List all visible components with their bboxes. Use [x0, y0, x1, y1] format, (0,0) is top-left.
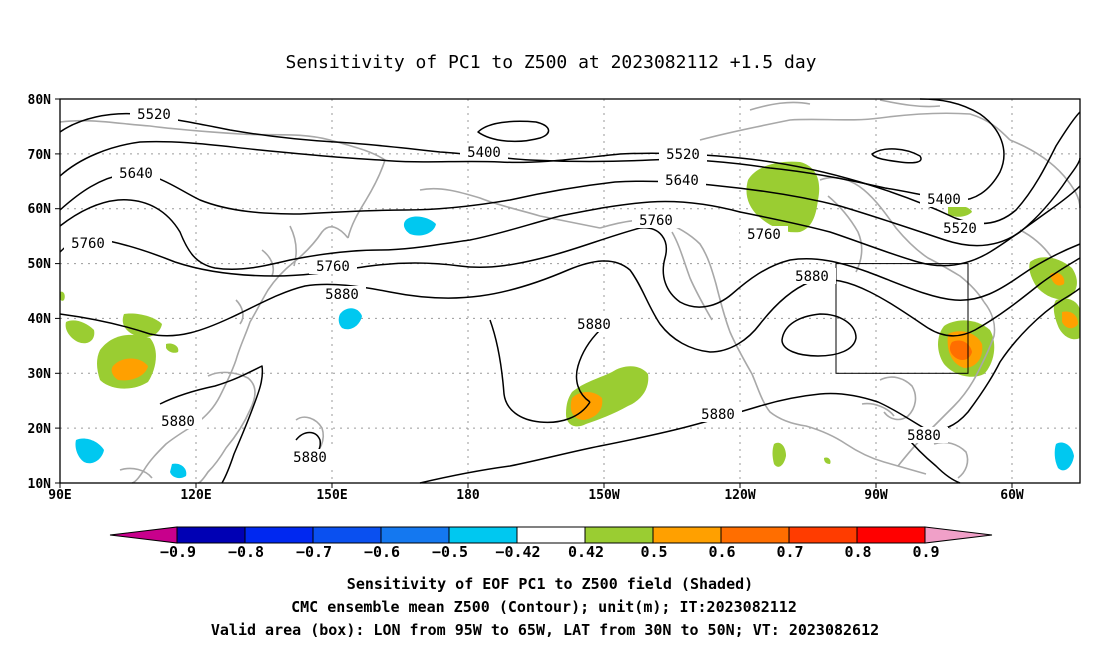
- contour-label: 5520: [666, 147, 700, 163]
- contour-label: 5880: [325, 287, 359, 303]
- colorbar-label: −0.5: [432, 543, 468, 561]
- lat-label: 30N: [28, 367, 52, 382]
- contour-label: 5760: [71, 236, 105, 252]
- colorbar-label: −0.6: [364, 543, 400, 561]
- lon-label: 120E: [180, 488, 211, 503]
- caption-line-3: Valid area (box): LON from 95W to 65W, L…: [211, 621, 879, 639]
- latitude-labels: 80N 70N 60N 50N 40N 30N 20N 10N: [28, 93, 52, 492]
- colorbar-segment: [720, 526, 790, 544]
- map-area: [60, 99, 1080, 483]
- caption-line-2: CMC ensemble mean Z500 (Contour); unit(m…: [291, 598, 797, 616]
- contour-labels: 5400 5400 5520 5520 5520 5640 5640 5760 …: [64, 106, 984, 466]
- colorbar-segment: [856, 526, 926, 544]
- lon-label: 150W: [588, 488, 619, 503]
- lon-label: 90E: [48, 488, 71, 503]
- colorbar-label: −0.42: [495, 543, 540, 561]
- contour-label: 5640: [665, 173, 699, 189]
- colorbar-label: 0.5: [640, 543, 667, 561]
- figure-title: Sensitivity of PC1 to Z500 at 2023082112…: [285, 52, 816, 73]
- lat-label: 50N: [28, 257, 52, 272]
- contour-label: 5520: [137, 107, 171, 123]
- lon-label: 150E: [316, 488, 347, 503]
- map-frame: [59, 98, 1081, 484]
- colorbar: [109, 526, 993, 544]
- colorbar-segment: [176, 526, 246, 544]
- lat-label: 70N: [28, 148, 52, 163]
- colorbar-segment: [584, 526, 654, 544]
- colorbar-label: 0.8: [844, 543, 871, 561]
- sensitivity-shading: [60, 161, 1080, 479]
- colorbar-max-arrow: [924, 526, 993, 544]
- colorbar-label: −0.9: [160, 543, 196, 561]
- colorbar-label: 0.7: [776, 543, 803, 561]
- contour-label: 5760: [747, 227, 781, 243]
- lon-label: 90W: [864, 488, 888, 503]
- axis-ticks: [55, 98, 1013, 488]
- contour-label: 5760: [639, 213, 673, 229]
- contour-label: 5880: [577, 317, 611, 333]
- contour-label: 5880: [907, 428, 941, 444]
- valid-area-box: [835, 263, 969, 374]
- colorbar-segment: [312, 526, 382, 544]
- colorbar-segment: [244, 526, 314, 544]
- lat-label: 80N: [28, 93, 52, 108]
- colorbar-segment: [448, 526, 518, 544]
- contour-label: 5400: [467, 145, 501, 161]
- colorbar-label: −0.8: [228, 543, 264, 561]
- caption-line-1: Sensitivity of EOF PC1 to Z500 field (Sh…: [347, 575, 753, 593]
- lat-label: 10N: [28, 477, 52, 492]
- colorbar-label: −0.7: [296, 543, 332, 561]
- contour-label: 5880: [795, 269, 829, 285]
- contour-label: 5400: [927, 192, 961, 208]
- colorbar-min-arrow: [109, 526, 178, 544]
- colorbar-segment: [380, 526, 450, 544]
- lon-label: 60W: [1000, 488, 1024, 503]
- colorbar-label: 0.9: [912, 543, 939, 561]
- lon-label: 180: [456, 488, 480, 503]
- lat-label: 60N: [28, 202, 52, 217]
- colorbar-label: 0.42: [568, 543, 604, 561]
- lat-label: 40N: [28, 312, 52, 327]
- contour-label: 5880: [701, 407, 735, 423]
- lon-label: 120W: [724, 488, 755, 503]
- longitude-labels: 90E 120E 150E 180 150W 120W 90W 60W: [48, 488, 1024, 503]
- colorbar-segment: [652, 526, 722, 544]
- colorbar-segment: [516, 526, 586, 544]
- colorbar-segment: [788, 526, 858, 544]
- contour-label: 5760: [316, 259, 350, 275]
- contour-label: 5640: [119, 166, 153, 182]
- contour-label: 5880: [161, 414, 195, 430]
- lat-label: 20N: [28, 422, 52, 437]
- colorbar-labels: −0.9 −0.8 −0.7 −0.6 −0.5 −0.42 0.42 0.5 …: [160, 543, 940, 561]
- contour-label: 5520: [943, 221, 977, 237]
- contour-label: 5880: [293, 450, 327, 466]
- colorbar-label: 0.6: [708, 543, 735, 561]
- z500-contours: [59, 98, 1081, 484]
